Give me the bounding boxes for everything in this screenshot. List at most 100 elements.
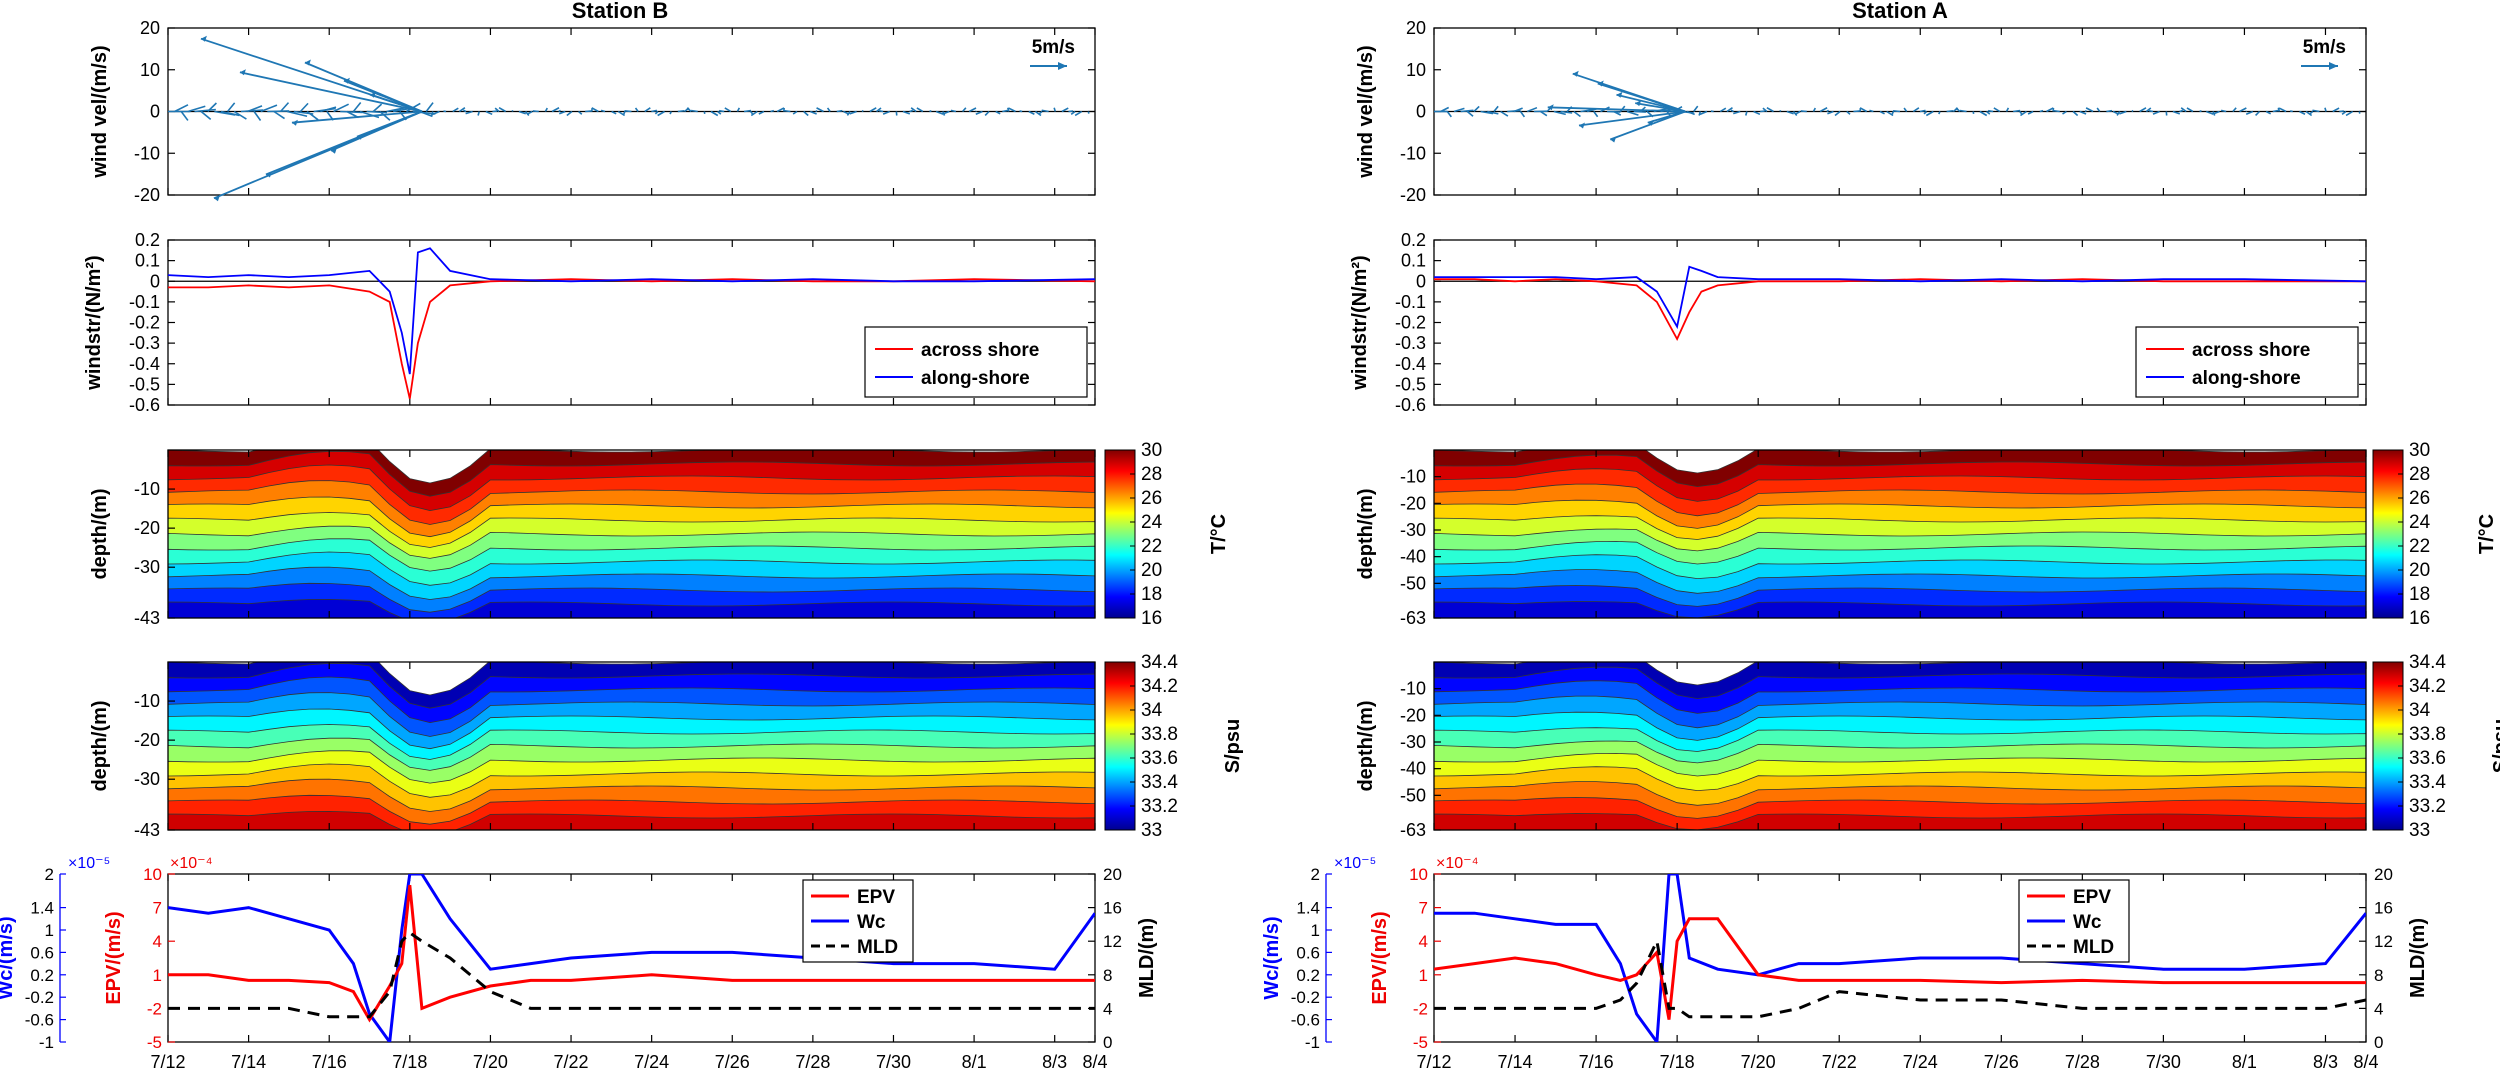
wind-vector bbox=[1698, 111, 1702, 116]
x-tick-label: 7/16 bbox=[1579, 1052, 1614, 1072]
mld-line bbox=[1434, 936, 2366, 1019]
wind-vector bbox=[1526, 106, 1538, 113]
wind-vector bbox=[2290, 110, 2293, 113]
wind-vector bbox=[2084, 109, 2087, 113]
sal-contour-band bbox=[168, 810, 1095, 830]
cbar-tick-label: 34.4 bbox=[2409, 652, 2446, 673]
wind-vector-head bbox=[1547, 104, 1554, 111]
wind-vector bbox=[943, 110, 950, 115]
wind-vector bbox=[559, 110, 566, 115]
wind-vector bbox=[359, 110, 380, 119]
epv-tick-label: 10 bbox=[143, 865, 162, 884]
wind-vector bbox=[1074, 110, 1083, 117]
y-tick-label: 0 bbox=[1416, 271, 1426, 291]
wind-vector bbox=[1038, 110, 1043, 115]
sal-cbar-label: S/psu bbox=[2490, 719, 2500, 773]
stress-series-1 bbox=[1434, 265, 2367, 330]
sal-axes bbox=[1433, 661, 2367, 831]
wind-vector bbox=[1786, 110, 1794, 115]
wind-vector bbox=[2152, 110, 2160, 115]
x-tick-label: 8/4 bbox=[2353, 1052, 2378, 1072]
epv-tick-label: 1 bbox=[1419, 966, 1428, 985]
wc-tick-label: 2 bbox=[45, 865, 54, 884]
wind-vector bbox=[1955, 107, 1961, 113]
wind-vector bbox=[1800, 110, 1807, 113]
y-tick-label: -43 bbox=[134, 608, 160, 628]
temp-ylabel: depth/(m) bbox=[89, 488, 111, 579]
wind-vector bbox=[1053, 107, 1057, 112]
cbar-tick-label: 34.4 bbox=[1141, 652, 1178, 673]
mld-ylabel: MLD/(m) bbox=[1136, 918, 1158, 998]
wind-vector bbox=[2277, 107, 2281, 112]
wind-vector bbox=[1919, 109, 1926, 113]
wc-tick-label: 1 bbox=[45, 921, 54, 940]
epv-tick-label: 1 bbox=[153, 966, 162, 985]
wind-vector bbox=[2180, 107, 2187, 113]
y-tick-label: 0 bbox=[1416, 102, 1426, 122]
wind-vector-head bbox=[1647, 119, 1654, 126]
wind-vector bbox=[1726, 107, 1733, 113]
wind-vector bbox=[356, 110, 423, 138]
bottom-series bbox=[1434, 874, 2366, 1042]
wind-vector bbox=[2013, 109, 2021, 113]
x-tick-label: 7/30 bbox=[2146, 1052, 2181, 1072]
wind-vector bbox=[260, 104, 278, 113]
wind-vector bbox=[1626, 110, 1639, 116]
wind-vector bbox=[657, 110, 666, 117]
mld-tick-label: 0 bbox=[2374, 1033, 2383, 1052]
wind-vector bbox=[1794, 110, 1801, 115]
wind-vector bbox=[333, 103, 349, 113]
wind-vector bbox=[299, 102, 309, 113]
wind-vector bbox=[622, 111, 626, 115]
y-tick-label: -0.4 bbox=[129, 354, 160, 374]
wind-ylabel: wind vel/(m/s) bbox=[1355, 45, 1377, 178]
wind-vector bbox=[2145, 107, 2152, 113]
temp-axes bbox=[1433, 449, 2367, 619]
wind-vector bbox=[253, 111, 262, 121]
wind-vector-head bbox=[369, 91, 376, 98]
epv-tick-label: 7 bbox=[153, 899, 162, 918]
cbar-tick-label: 33 bbox=[2409, 820, 2430, 841]
mld-tick-label: 16 bbox=[2374, 899, 2393, 918]
wind-vector bbox=[1019, 110, 1023, 113]
epv-exponent: ×10⁻⁴ bbox=[170, 855, 213, 872]
wind-vector bbox=[1008, 107, 1016, 113]
y-tick-label: -10 bbox=[134, 691, 160, 711]
wind-vector bbox=[2062, 110, 2067, 115]
wind-vector bbox=[1002, 109, 1009, 113]
wind-vector bbox=[1903, 107, 1908, 112]
wind-scale-arrowhead bbox=[2329, 62, 2338, 70]
wind-vector bbox=[929, 110, 932, 113]
epv-tick-label: -2 bbox=[147, 999, 162, 1018]
wind-vector bbox=[2305, 110, 2313, 117]
x-tick-label: 7/26 bbox=[1984, 1052, 2019, 1072]
wind-vector bbox=[750, 111, 754, 115]
cbar-tick-label: 26 bbox=[1141, 488, 1162, 509]
wind-vector bbox=[1699, 110, 1708, 116]
wind-vector bbox=[1753, 110, 1761, 116]
wind-vector bbox=[1460, 109, 1474, 113]
y-tick-label: -20 bbox=[134, 518, 160, 538]
cbar-tick-label: 26 bbox=[2409, 488, 2430, 509]
wind-vector-head bbox=[304, 59, 311, 66]
wind-vector bbox=[776, 107, 785, 113]
x-tick-label: 8/1 bbox=[962, 1052, 987, 1072]
y-tick-label: -0.2 bbox=[1395, 313, 1426, 333]
wind-vector bbox=[634, 107, 639, 112]
wind-vector bbox=[2312, 109, 2320, 113]
wind-vector bbox=[1487, 110, 1499, 115]
wind-vector-head bbox=[1616, 91, 1623, 98]
cbar-tick-label: 33.8 bbox=[2409, 724, 2446, 745]
cbar-tick-label: 28 bbox=[1141, 464, 1162, 485]
wc-exponent: ×10⁻⁵ bbox=[68, 855, 110, 872]
wind-vector bbox=[1959, 109, 1967, 113]
wind-vector bbox=[677, 109, 685, 113]
wind-vector bbox=[518, 110, 527, 115]
mld-tick-label: 4 bbox=[1103, 999, 1112, 1018]
cbar-tick-label: 16 bbox=[1141, 608, 1162, 629]
x-tick-label: 7/24 bbox=[634, 1052, 669, 1072]
cbar-tick-label: 33.6 bbox=[1141, 748, 1178, 769]
y-tick-label: 0.2 bbox=[1401, 230, 1426, 250]
bottom-legend-label: MLD bbox=[857, 937, 898, 958]
epv-tick-label: 10 bbox=[1409, 865, 1428, 884]
